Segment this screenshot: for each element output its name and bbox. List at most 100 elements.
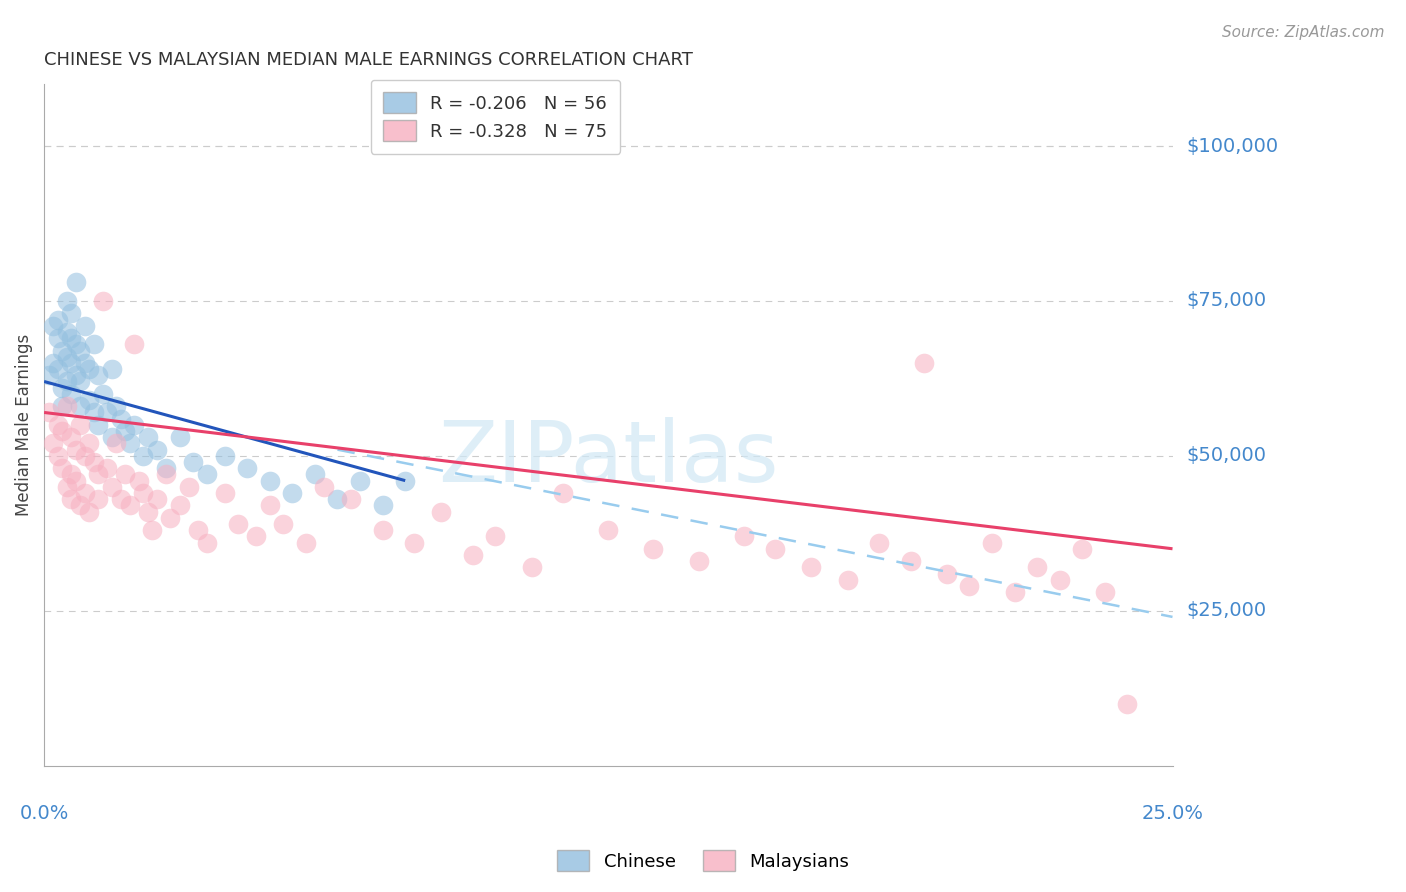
Point <box>65 474 87 488</box>
Point <box>46 449 69 463</box>
Point <box>1049 573 1071 587</box>
Point <box>46 331 69 345</box>
Point <box>981 535 1004 549</box>
Point <box>60 492 83 507</box>
Point <box>65 368 87 383</box>
Point <box>55 325 77 339</box>
Point <box>195 535 218 549</box>
Point <box>77 505 100 519</box>
Point <box>91 293 114 308</box>
Point <box>96 461 118 475</box>
Point <box>87 368 110 383</box>
Point <box>957 579 980 593</box>
Point <box>51 461 73 475</box>
Point <box>77 362 100 376</box>
Point <box>1116 697 1139 711</box>
Point <box>101 430 124 444</box>
Point <box>304 467 326 482</box>
Point <box>51 399 73 413</box>
Point <box>371 499 394 513</box>
Point <box>177 480 200 494</box>
Text: CHINESE VS MALAYSIAN MEDIAN MALE EARNINGS CORRELATION CHART: CHINESE VS MALAYSIAN MEDIAN MALE EARNING… <box>44 51 693 69</box>
Point <box>1026 560 1049 574</box>
Text: 0.0%: 0.0% <box>20 805 69 823</box>
Point <box>128 474 150 488</box>
Point <box>55 375 77 389</box>
Point <box>87 492 110 507</box>
Point <box>51 381 73 395</box>
Point <box>60 467 83 482</box>
Point <box>69 375 91 389</box>
Point <box>461 548 484 562</box>
Point <box>83 405 105 419</box>
Point <box>169 499 191 513</box>
Point <box>326 492 349 507</box>
Point <box>51 343 73 358</box>
Point <box>124 337 146 351</box>
Legend: Chinese, Malaysians: Chinese, Malaysians <box>550 843 856 879</box>
Point <box>42 356 65 370</box>
Point <box>394 474 416 488</box>
Text: $75,000: $75,000 <box>1187 292 1267 310</box>
Point <box>132 486 155 500</box>
Point <box>65 276 87 290</box>
Point <box>1071 541 1094 556</box>
Text: Source: ZipAtlas.com: Source: ZipAtlas.com <box>1222 25 1385 40</box>
Text: ZIPatlas: ZIPatlas <box>439 417 779 500</box>
Point <box>520 560 543 574</box>
Point <box>146 442 169 457</box>
Point <box>83 337 105 351</box>
Point <box>65 442 87 457</box>
Point <box>73 449 96 463</box>
Point <box>643 541 665 556</box>
Point <box>55 350 77 364</box>
Point <box>141 523 163 537</box>
Point <box>195 467 218 482</box>
Point <box>77 436 100 450</box>
Point <box>935 566 957 581</box>
Point <box>46 312 69 326</box>
Point <box>73 486 96 500</box>
Point <box>371 523 394 537</box>
Point <box>55 480 77 494</box>
Text: 25.0%: 25.0% <box>1142 805 1204 823</box>
Point <box>688 554 710 568</box>
Point <box>55 399 77 413</box>
Point <box>226 516 249 531</box>
Point <box>169 430 191 444</box>
Point <box>91 387 114 401</box>
Point <box>912 356 935 370</box>
Point <box>236 461 259 475</box>
Point <box>273 516 295 531</box>
Point <box>60 387 83 401</box>
Point <box>868 535 890 549</box>
Point <box>281 486 304 500</box>
Point <box>73 318 96 333</box>
Point <box>1004 585 1026 599</box>
Text: $100,000: $100,000 <box>1187 136 1278 155</box>
Point <box>60 331 83 345</box>
Point <box>101 480 124 494</box>
Point <box>245 529 267 543</box>
Point <box>837 573 859 587</box>
Point <box>110 411 132 425</box>
Point <box>105 436 128 450</box>
Point <box>96 405 118 419</box>
Point <box>46 417 69 432</box>
Point <box>159 510 181 524</box>
Point <box>146 492 169 507</box>
Point <box>484 529 506 543</box>
Point <box>110 492 132 507</box>
Y-axis label: Median Male Earnings: Median Male Earnings <box>15 334 32 516</box>
Point <box>73 356 96 370</box>
Point <box>1094 585 1116 599</box>
Point <box>155 461 177 475</box>
Point <box>187 523 209 537</box>
Point <box>118 436 141 450</box>
Point <box>136 505 159 519</box>
Point <box>55 293 77 308</box>
Point <box>598 523 620 537</box>
Point <box>87 417 110 432</box>
Point <box>900 554 922 568</box>
Point <box>155 467 177 482</box>
